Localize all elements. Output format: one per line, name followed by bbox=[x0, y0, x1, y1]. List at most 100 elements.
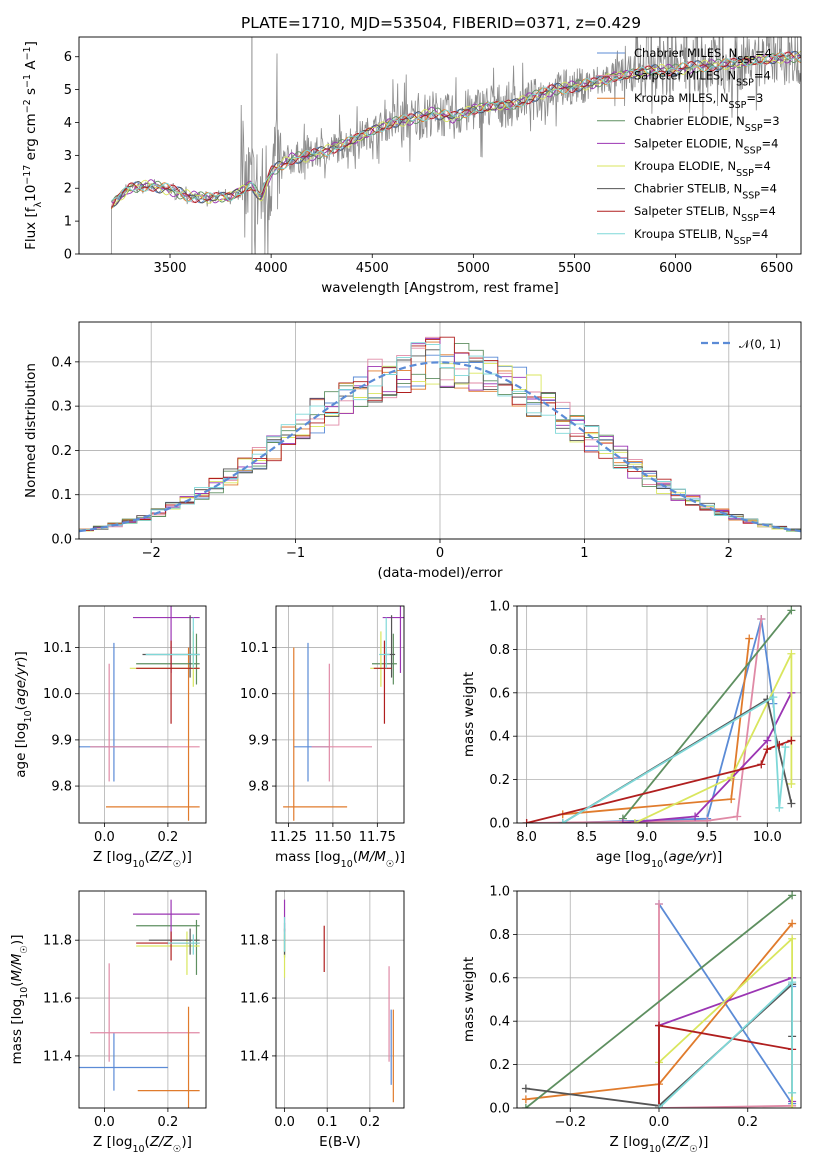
weight-line-salpeter_elodie bbox=[658, 976, 793, 1102]
chart-weight_vs_age: 8.0 8.5 9.0 9.5 10.0 0.0 0.2 0.4 0.6 0.8 1.0 age [l… bbox=[461, 600, 802, 870]
label-part: ☉ bbox=[689, 1144, 698, 1155]
errorbar-salpeter_miles bbox=[90, 663, 200, 782]
y-tick-label: 5 bbox=[64, 83, 72, 98]
label-part: mass weight bbox=[461, 957, 477, 1042]
y-axis-label: Normed distribution bbox=[23, 363, 39, 498]
weight-marker bbox=[655, 1021, 663, 1030]
y-tick-label: 9.8 bbox=[51, 780, 72, 795]
y-tick-label: 0.2 bbox=[51, 444, 72, 459]
label-part: ☉ bbox=[19, 945, 30, 954]
weight-marker bbox=[775, 803, 784, 812]
weight-line-salpeter_miles bbox=[526, 618, 763, 823]
weight-marker bbox=[788, 1088, 797, 1097]
y-axis-label: mass weight bbox=[461, 672, 477, 757]
label-part: −2 bbox=[22, 99, 33, 113]
x-tick-label: 0.0 bbox=[94, 1115, 115, 1130]
y-tick-label: 10.1 bbox=[240, 641, 269, 656]
legend-text: =4 bbox=[760, 182, 777, 196]
legend-text: Kroupa STELIB, N bbox=[634, 227, 734, 241]
y-tick-label: 9.9 bbox=[248, 733, 269, 748]
plot-frame bbox=[78, 321, 802, 540]
label-part: )] bbox=[712, 849, 723, 865]
y-tick-label: 0.3 bbox=[51, 400, 72, 415]
errorbar-chabrier_miles bbox=[293, 642, 330, 782]
label-part: age [log bbox=[13, 722, 29, 777]
model-line-kroupa_elodie bbox=[111, 50, 801, 210]
label-part: 10 bbox=[23, 185, 39, 202]
label-part: age/yr bbox=[13, 660, 29, 705]
errorbar-kroupa_elodie bbox=[129, 631, 200, 687]
errorbar-chabrier_elodie bbox=[136, 919, 200, 975]
plot-frame bbox=[78, 890, 207, 1109]
weight-marker bbox=[655, 900, 663, 909]
x-axis-label: Z [log10(Z/Z☉)] bbox=[610, 1134, 709, 1155]
legend-sub: SSP bbox=[741, 213, 759, 224]
legend-sub: SSP bbox=[736, 168, 754, 179]
label-part: M/M bbox=[358, 849, 386, 865]
y-tick-label: 0.0 bbox=[489, 1102, 510, 1117]
x-tick-label: 1 bbox=[580, 546, 588, 561]
y-tick-label: 11.8 bbox=[240, 934, 269, 949]
label-part: ☉ bbox=[173, 1144, 182, 1155]
weight-marker bbox=[788, 934, 797, 943]
y-tick-label: 11.4 bbox=[240, 1049, 269, 1064]
y-tick-label: 0.4 bbox=[489, 1015, 510, 1030]
y-tick-label: 0.0 bbox=[51, 533, 72, 548]
label-part: λ bbox=[33, 202, 44, 208]
y-tick-label: 0.6 bbox=[489, 686, 510, 701]
legend-label: Salpeter STELIB, NSSP=4 bbox=[634, 204, 776, 224]
y-tick-label: 1 bbox=[64, 215, 72, 230]
plot-area bbox=[283, 606, 404, 821]
plot-area bbox=[521, 891, 797, 1108]
label-part: E(B-V) bbox=[319, 1134, 361, 1150]
legend-text: Salpeter STELIB, N bbox=[634, 204, 741, 218]
label-part: 10 bbox=[651, 859, 663, 870]
legend-sub: SSP bbox=[745, 122, 763, 133]
x-tick-label: 2 bbox=[725, 546, 733, 561]
x-tick-label: 5500 bbox=[558, 261, 591, 276]
legend-text: =4 bbox=[755, 46, 772, 60]
weight-marker bbox=[703, 816, 712, 823]
weight-marker bbox=[691, 812, 700, 821]
errorbar-kroupa_miles bbox=[105, 647, 200, 821]
plot-area bbox=[110, 37, 801, 254]
label-part: 10 bbox=[649, 1144, 661, 1155]
y-tick-label: 10.0 bbox=[240, 687, 269, 702]
legend-sub: SSP bbox=[736, 77, 754, 88]
legend-text: Kroupa ELODIE, N bbox=[634, 159, 736, 173]
legend-label: Kroupa MILES, NSSP=3 bbox=[634, 91, 763, 111]
legend-sub: SSP bbox=[734, 235, 752, 246]
legend-text: =3 bbox=[763, 114, 780, 128]
legend-text: Kroupa MILES, N bbox=[634, 91, 729, 105]
x-tick-label: 0.0 bbox=[94, 830, 115, 845]
y-axis-label: mass [log10(M/M☉)] bbox=[9, 935, 30, 1065]
x-tick-label: 6000 bbox=[659, 261, 692, 276]
y-tick-label: 1.0 bbox=[489, 600, 510, 615]
label-part: M/M bbox=[9, 953, 25, 981]
label-part: mass [log bbox=[9, 999, 25, 1065]
errorbar-kroupa_stelib bbox=[167, 934, 200, 955]
y-tick-label: 0.8 bbox=[489, 643, 510, 658]
label-part: ( bbox=[353, 849, 358, 865]
x-axis-label: E(B-V) bbox=[319, 1134, 361, 1150]
label-part: 10 bbox=[132, 859, 144, 870]
label-part: −17 bbox=[22, 165, 33, 185]
legend-text: Chabrier STELIB, N bbox=[634, 182, 742, 196]
x-tick-label: 0.2 bbox=[158, 1115, 179, 1130]
errorbar-kroupa_elodie bbox=[136, 931, 200, 975]
plot-area bbox=[79, 336, 801, 534]
weight-marker bbox=[745, 634, 754, 643]
weight-marker bbox=[558, 819, 567, 823]
errorbar-kroupa_elodie bbox=[370, 631, 388, 687]
errorbar-chabrier_elodie bbox=[136, 633, 200, 685]
label-part: Z [log bbox=[93, 1134, 132, 1150]
legend-label: Kroupa ELODIE, NSSP=4 bbox=[634, 159, 771, 179]
y-axis-label: mass weight bbox=[461, 957, 477, 1042]
weight-line-chabrier_elodie bbox=[622, 609, 793, 820]
label-part: ☉ bbox=[386, 859, 395, 870]
y-axis-label: age [log10(age/yr)] bbox=[13, 651, 34, 777]
model-line-kroupa_stelib bbox=[111, 52, 801, 203]
legend-text: Salpeter MILES, N bbox=[634, 69, 736, 83]
legend-sub: SSP bbox=[729, 100, 747, 111]
